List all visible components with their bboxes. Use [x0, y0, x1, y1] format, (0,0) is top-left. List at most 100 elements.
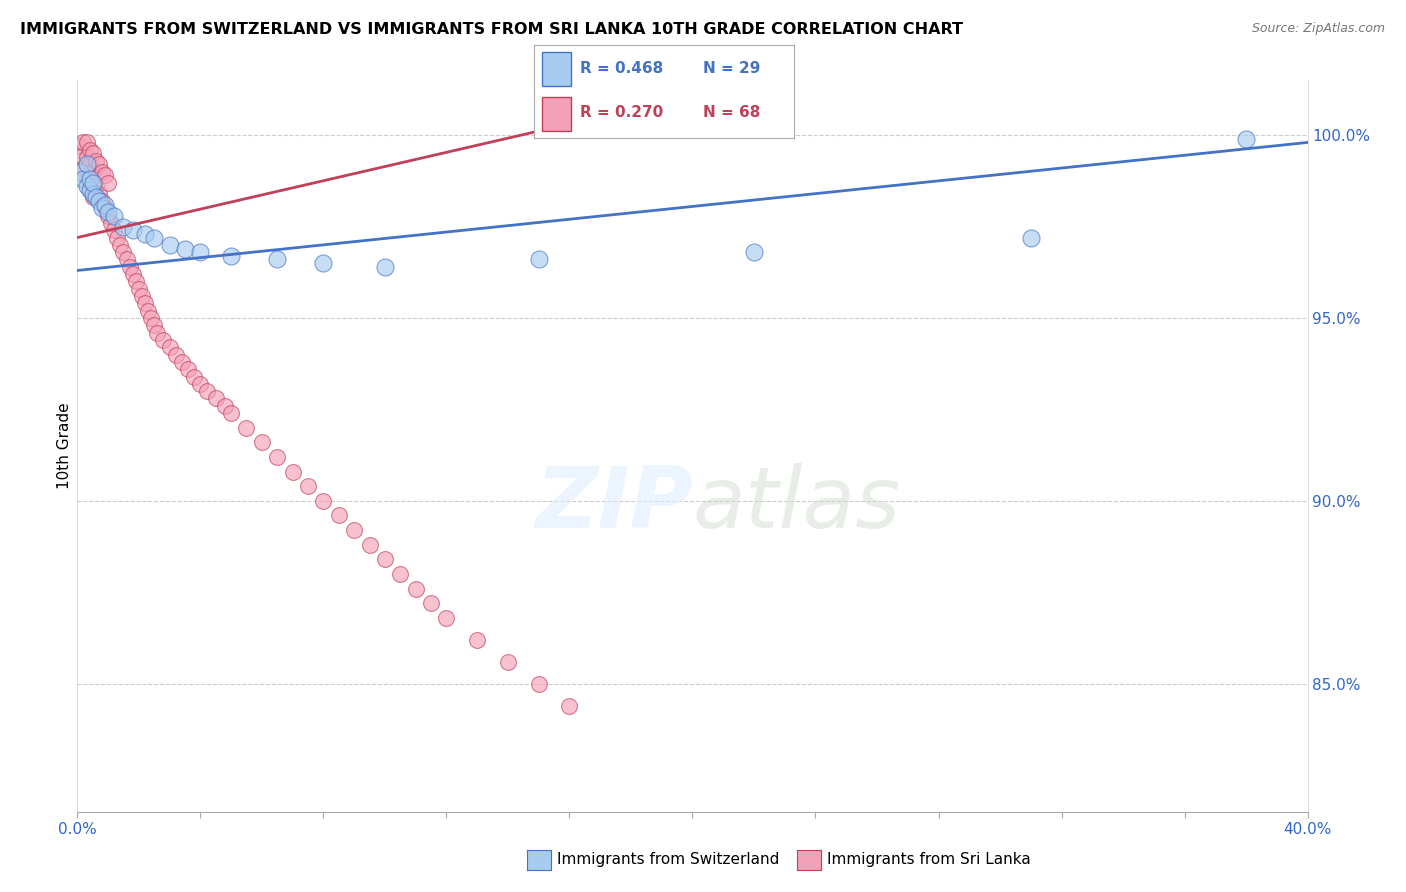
Point	[76, 172, 98, 186]
Point	[250, 435, 273, 450]
Point	[90, 194, 114, 208]
Point	[420, 596, 443, 610]
Point	[389, 566, 412, 581]
Point	[76, 136, 98, 150]
FancyBboxPatch shape	[543, 97, 571, 131]
Point	[219, 406, 242, 420]
Point	[121, 223, 143, 237]
Point	[183, 369, 205, 384]
Point	[110, 237, 132, 252]
Point	[558, 698, 581, 713]
Point	[405, 582, 427, 596]
Point	[436, 611, 458, 625]
Point	[72, 172, 94, 186]
Point	[79, 183, 101, 197]
Point	[134, 296, 156, 310]
Point	[527, 252, 550, 267]
Point	[94, 201, 117, 215]
Point	[87, 186, 110, 201]
Text: Source: ZipAtlas.com: Source: ZipAtlas.com	[1251, 22, 1385, 36]
Point	[84, 153, 107, 168]
Point	[94, 197, 117, 211]
Point	[214, 399, 236, 413]
Point	[204, 392, 226, 406]
Point	[84, 179, 107, 194]
Point	[105, 230, 128, 244]
Y-axis label: 10th Grade: 10th Grade	[56, 402, 72, 490]
Point	[100, 216, 122, 230]
Point	[188, 376, 212, 391]
Point	[76, 150, 98, 164]
Point	[82, 176, 104, 190]
Point	[219, 249, 242, 263]
Point	[235, 420, 257, 434]
Point	[76, 179, 98, 194]
Point	[87, 194, 110, 208]
Point	[79, 157, 101, 171]
Point	[125, 274, 148, 288]
Point	[115, 252, 138, 267]
Text: IMMIGRANTS FROM SWITZERLAND VS IMMIGRANTS FROM SRI LANKA 10TH GRADE CORRELATION : IMMIGRANTS FROM SWITZERLAND VS IMMIGRANT…	[20, 22, 963, 37]
Text: R = 0.270: R = 0.270	[579, 105, 664, 120]
Point	[1234, 132, 1257, 146]
Point	[72, 136, 94, 150]
Point	[170, 355, 193, 369]
Point	[297, 479, 319, 493]
Point	[195, 384, 218, 398]
Point	[177, 362, 200, 376]
Point	[174, 242, 197, 256]
Text: N = 68: N = 68	[703, 105, 761, 120]
Point	[128, 282, 150, 296]
Point	[82, 186, 104, 201]
Point	[136, 303, 159, 318]
Point	[159, 340, 181, 354]
Point	[496, 655, 519, 669]
Point	[112, 219, 135, 234]
Point	[165, 347, 187, 361]
Text: Immigrants from Switzerland: Immigrants from Switzerland	[557, 853, 779, 867]
Point	[465, 632, 488, 647]
Point	[69, 139, 91, 153]
Point	[82, 146, 104, 161]
Point	[69, 150, 91, 164]
Text: ZIP: ZIP	[534, 463, 693, 546]
Text: N = 29: N = 29	[703, 62, 761, 77]
Point	[69, 164, 91, 178]
Point	[76, 157, 98, 171]
Point	[312, 493, 335, 508]
Point	[152, 333, 174, 347]
Point	[90, 164, 114, 178]
Point	[79, 172, 101, 186]
Point	[118, 260, 141, 274]
Point	[82, 190, 104, 204]
Point	[266, 450, 288, 464]
Point	[97, 209, 120, 223]
Point	[143, 318, 166, 333]
Point	[82, 164, 104, 178]
Point	[90, 201, 114, 215]
Point	[266, 252, 288, 267]
Point	[527, 676, 550, 690]
Point	[374, 552, 396, 566]
Point	[1019, 230, 1042, 244]
Point	[281, 465, 304, 479]
Point	[121, 267, 143, 281]
Point	[146, 326, 169, 340]
Point	[141, 310, 163, 325]
Point	[131, 289, 153, 303]
FancyBboxPatch shape	[543, 52, 571, 86]
Text: R = 0.468: R = 0.468	[579, 62, 664, 77]
Point	[103, 223, 125, 237]
Point	[94, 169, 117, 183]
Point	[159, 237, 181, 252]
Point	[79, 143, 101, 157]
Point	[328, 508, 350, 523]
Point	[87, 157, 110, 171]
Point	[112, 245, 135, 260]
Point	[742, 245, 765, 260]
Point	[97, 205, 120, 219]
Point	[343, 523, 366, 537]
Point	[103, 209, 125, 223]
Point	[72, 161, 94, 175]
Point	[374, 260, 396, 274]
